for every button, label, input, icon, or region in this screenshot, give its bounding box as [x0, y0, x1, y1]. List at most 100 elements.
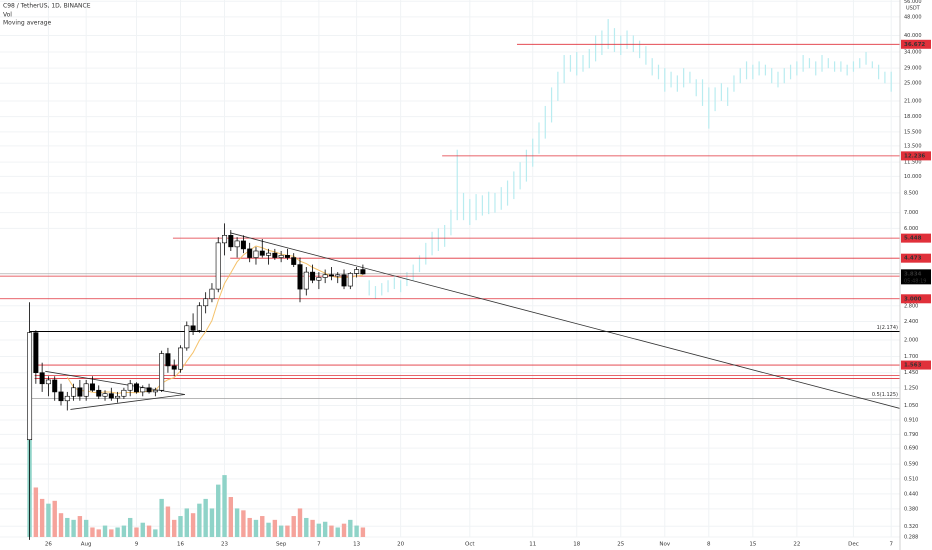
x-tick-label: 25	[617, 542, 624, 548]
projection-bar	[708, 87, 710, 129]
volume-bar	[222, 475, 227, 537]
volume-bar	[304, 517, 309, 537]
projection-bar	[431, 231, 433, 256]
candle-body	[77, 387, 83, 397]
projection-bar	[475, 194, 477, 221]
price-tag-label: 4.473	[904, 256, 922, 262]
volume-bar	[216, 484, 221, 537]
candle-body	[58, 391, 64, 402]
candle-body	[96, 389, 102, 397]
trend-line	[230, 232, 901, 409]
y-tick-label: 15.500	[904, 129, 922, 135]
volume-bar	[360, 527, 366, 537]
projection-bar	[418, 255, 421, 273]
projection-bar	[727, 87, 729, 106]
candle-body	[316, 277, 322, 281]
candle-body	[190, 325, 196, 331]
volume-bar	[52, 500, 57, 537]
projection-bar	[563, 55, 565, 84]
volume-bar	[291, 516, 296, 537]
projection-bar	[488, 191, 490, 215]
candle-body	[33, 332, 39, 373]
price-tag-label: 36.672	[904, 42, 925, 48]
volume-bar	[140, 522, 145, 537]
y-tick-label: 0.510	[904, 476, 918, 482]
y-tick-label: 0.790	[904, 432, 918, 438]
x-tick-label: 13	[353, 542, 360, 548]
candle-body	[52, 379, 58, 393]
x-tick-label: Aug	[81, 542, 92, 548]
projection-bar	[538, 122, 540, 154]
y-tick-label: 1.250	[904, 385, 918, 391]
volume-bar	[253, 519, 259, 537]
projection-bar	[771, 68, 773, 84]
projection-bar	[739, 68, 741, 84]
candle-body	[165, 353, 171, 367]
moving-average	[66, 245, 363, 394]
projection-bar	[557, 71, 559, 101]
projection-bar	[884, 71, 886, 84]
volume-bar	[127, 517, 133, 537]
y-tick-label: 48.000	[904, 14, 922, 20]
projection-bar	[859, 58, 861, 69]
projection-bar	[381, 283, 383, 296]
x-tick-label: 8	[707, 542, 711, 548]
y-tick-label: 21.000	[904, 98, 922, 104]
volume-bar	[310, 519, 315, 537]
candle-body	[45, 379, 51, 385]
candle-body	[322, 274, 328, 278]
y-tick-label: 1.700	[904, 354, 918, 360]
price-tag-label: 1.563	[904, 363, 922, 369]
volume-bar	[65, 517, 70, 537]
candle-body	[228, 235, 234, 248]
projection-bar	[783, 68, 785, 84]
x-tick-label: 23	[221, 542, 228, 548]
candle-body	[335, 274, 341, 277]
price-tag-label: 5.448	[904, 236, 922, 242]
volume-bar	[266, 522, 271, 537]
y-tick-label: 25.000	[904, 81, 922, 87]
volume-bar	[39, 498, 45, 537]
candle-body	[328, 274, 334, 277]
volume-bar	[316, 523, 322, 537]
volume-bar	[297, 508, 303, 537]
x-tick-label: 15	[749, 542, 756, 548]
projection-bar	[752, 64, 754, 80]
projection-bar	[651, 58, 653, 76]
y-tick-label: 56.000	[904, 0, 922, 5]
candle-body	[140, 387, 146, 393]
candle-body	[159, 353, 165, 391]
y-tick-label: 2.000	[904, 337, 918, 343]
projection-bar	[865, 51, 867, 65]
candle-body	[184, 325, 190, 349]
y-tick-label: 2.400	[904, 319, 918, 325]
projection-bar	[462, 192, 465, 221]
candle-body	[284, 255, 290, 258]
candle-body	[354, 269, 360, 274]
indicator-label: Moving average	[3, 20, 51, 27]
y-tick-label: 0.288	[904, 535, 918, 541]
projection-bar	[582, 55, 584, 72]
projection-bar	[393, 277, 395, 290]
projection-bar	[425, 242, 427, 265]
volume-bar	[83, 519, 89, 537]
projection-bar	[683, 68, 685, 88]
projection-bar	[613, 28, 616, 52]
projection-bar	[670, 71, 672, 88]
candle-body	[115, 395, 121, 399]
y-tick-label: 0.910	[904, 418, 918, 424]
volume-bar	[58, 513, 64, 537]
candle-body	[108, 393, 114, 399]
plot: 1(2.174) 0.5(1.125)	[0, 19, 901, 540]
volume-bar	[241, 510, 246, 537]
volume-bar	[341, 523, 347, 537]
projection-bar	[720, 83, 722, 101]
y-tick-label: 2.800	[904, 303, 918, 309]
volume-bar	[90, 527, 95, 537]
y-tick-label: 1.050	[904, 403, 918, 409]
volume-bar	[272, 519, 278, 537]
projection-bar	[714, 87, 716, 112]
candle-body	[259, 250, 265, 256]
volume-bar	[247, 517, 252, 537]
